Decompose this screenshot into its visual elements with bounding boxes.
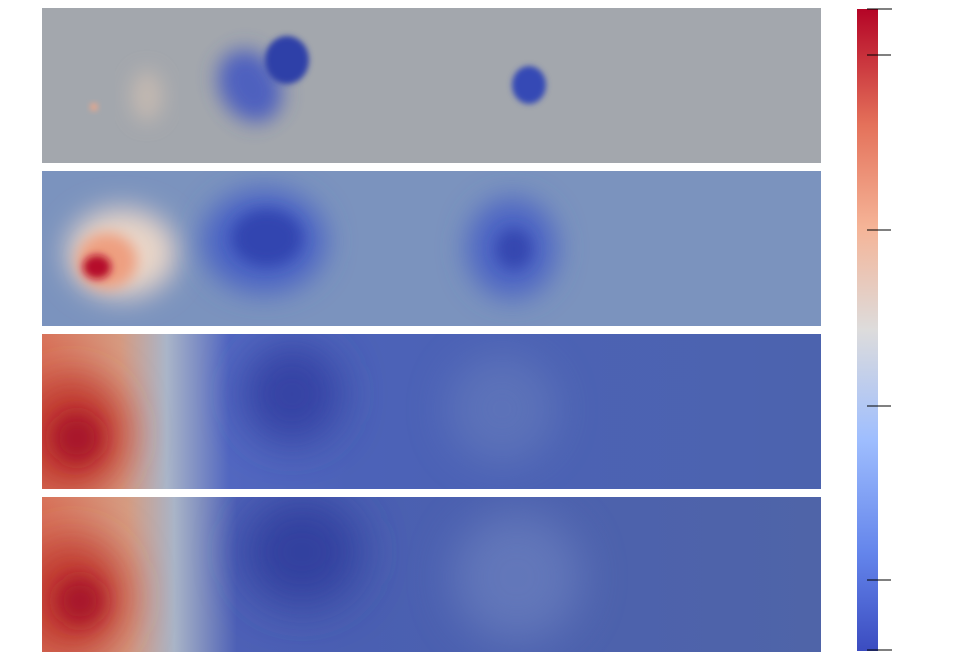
field-panel-3 <box>42 334 821 489</box>
field-panel-4 <box>42 497 821 652</box>
colorbar <box>857 8 892 651</box>
colorbar-gradient <box>857 9 878 651</box>
field-panel-1 <box>42 8 821 163</box>
field-panel-2 <box>42 171 821 326</box>
